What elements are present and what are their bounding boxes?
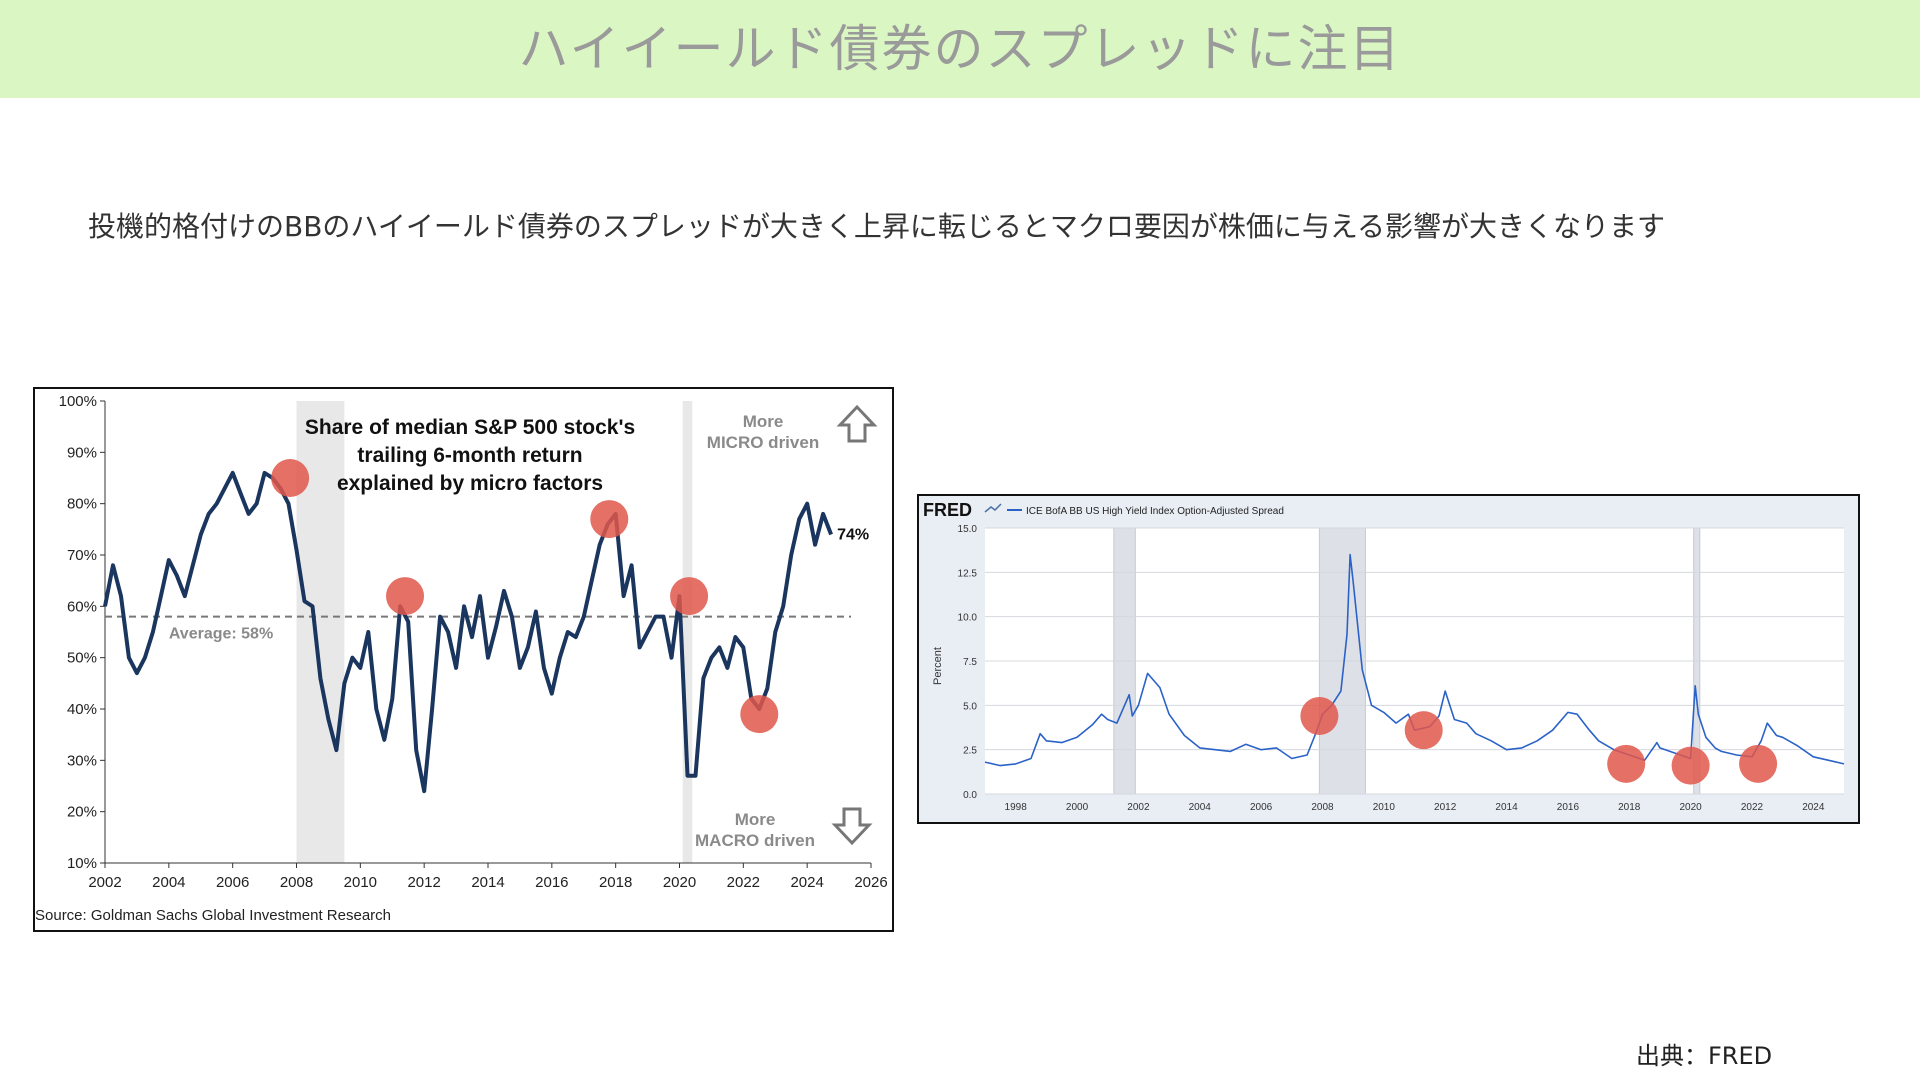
fred-spread-chart: 0.0 2.5 5.0 7.5 10.0 12.5 15.0 1998 2000 2002 2004… (919, 496, 1858, 822)
x-tick-label: 2016 (1557, 802, 1580, 813)
x-tick-label: 2024 (790, 874, 823, 891)
y-tick-label: 100% (59, 393, 97, 410)
micro-driven-label: More (743, 412, 784, 431)
highlight-marker (386, 577, 425, 616)
x-tick-label: 2014 (471, 874, 504, 891)
x-tick-label: 2002 (88, 874, 121, 891)
fred-spread-chart-panel: 0.0 2.5 5.0 7.5 10.0 12.5 15.0 1998 2000 2002 2004… (917, 494, 1860, 824)
recession-band (682, 401, 693, 863)
x-tick-label: 2012 (407, 874, 440, 891)
y-tick-label: 5.0 (963, 701, 977, 712)
x-tick-label: 2014 (1495, 802, 1518, 813)
y-tick-label: 2.5 (963, 746, 977, 757)
highlight-marker (1739, 744, 1778, 783)
x-tick-label: 2012 (1434, 802, 1457, 813)
highlight-marker (1300, 696, 1339, 735)
y-tick-label: 50% (67, 650, 97, 667)
down-arrow-icon (831, 807, 873, 846)
highlight-marker (1607, 744, 1646, 783)
chart-title-line: trailing 6-month return (357, 444, 582, 467)
title-band (0, 0, 1920, 98)
average-label: Average: 58% (169, 626, 273, 643)
y-tick-label: 30% (67, 752, 97, 769)
x-tick-label: 2020 (1679, 802, 1702, 813)
highlight-marker (1404, 711, 1443, 750)
y-axis-label: Percent (932, 647, 944, 685)
y-tick-label: 70% (67, 547, 97, 564)
y-tick-label: 20% (67, 804, 97, 821)
x-tick-label: 2024 (1802, 802, 1825, 813)
chart-title-line: Share of median S&P 500 stock's (305, 416, 635, 439)
up-arrow-icon (836, 404, 878, 443)
x-tick-label: 2008 (1311, 802, 1334, 813)
x-tick-label: 2020 (663, 874, 696, 891)
x-tick-label: 2022 (1741, 802, 1764, 813)
fred-logo: FRED (923, 500, 972, 520)
y-tick-label: 10% (67, 855, 97, 872)
highlight-marker (740, 695, 779, 734)
x-tick-label: 2010 (1373, 802, 1396, 813)
micro-factor-chart-panel: 10% 20% 30% 40% 50% 60% 70% 80% 90% 100% 2002 2004 2… (33, 387, 894, 932)
source-note: 出典：FRED (1636, 1042, 1773, 1070)
y-tick-label: 80% (67, 496, 97, 513)
fred-graph-icon (984, 503, 1002, 513)
page-subtitle: 投機的格付けのBBのハイイールド債券のスプレッドが大きく上昇に転じるとマクロ要因… (88, 210, 1666, 243)
page-title: ハイイールド債券のスプレッドに注目 (518, 20, 1402, 78)
macro-driven-label: More (735, 810, 776, 829)
series-line (984, 553, 1845, 767)
highlight-marker (590, 500, 629, 539)
y-tick-label: 60% (67, 598, 97, 615)
y-tick-label: 40% (67, 701, 97, 718)
x-tick-label: 1998 (1005, 802, 1028, 813)
x-tick-label: 2006 (1250, 802, 1273, 813)
y-tick-label: 0.0 (963, 790, 977, 801)
x-tick-label: 2006 (216, 874, 249, 891)
x-tick-label: 2016 (535, 874, 568, 891)
y-tick-label: 15.0 (958, 524, 978, 535)
x-tick-label: 2004 (152, 874, 185, 891)
x-tick-label: 2002 (1127, 802, 1150, 813)
x-tick-label: 2008 (280, 874, 313, 891)
x-tick-label: 2000 (1066, 802, 1089, 813)
y-tick-label: 12.5 (958, 568, 978, 579)
x-tick-label: 2026 (854, 874, 887, 891)
highlight-marker (1671, 746, 1710, 785)
x-tick-label: 2018 (599, 874, 632, 891)
x-tick-label: 2010 (344, 874, 377, 891)
highlight-marker (670, 577, 709, 616)
last-value-label: 74% (837, 526, 869, 543)
y-tick-label: 90% (67, 444, 97, 461)
macro-driven-label: MACRO driven (695, 831, 815, 850)
legend-label: ICE BofA BB US High Yield Index Option-A… (1026, 506, 1284, 517)
y-tick-label: 7.5 (963, 657, 977, 668)
x-tick-label: 2004 (1189, 802, 1212, 813)
highlight-marker (271, 459, 310, 497)
chart-source: Source: Goldman Sachs Global Investment … (35, 907, 391, 924)
x-tick-label: 2022 (727, 874, 760, 891)
micro-factor-chart: 10% 20% 30% 40% 50% 60% 70% 80% 90% 100% 2002 2004 2… (35, 393, 888, 924)
micro-driven-label: MICRO driven (707, 433, 819, 452)
chart-title-line: explained by micro factors (337, 472, 603, 495)
series-line (103, 470, 833, 794)
x-tick-label: 2018 (1618, 802, 1641, 813)
y-tick-label: 10.0 (958, 613, 978, 624)
